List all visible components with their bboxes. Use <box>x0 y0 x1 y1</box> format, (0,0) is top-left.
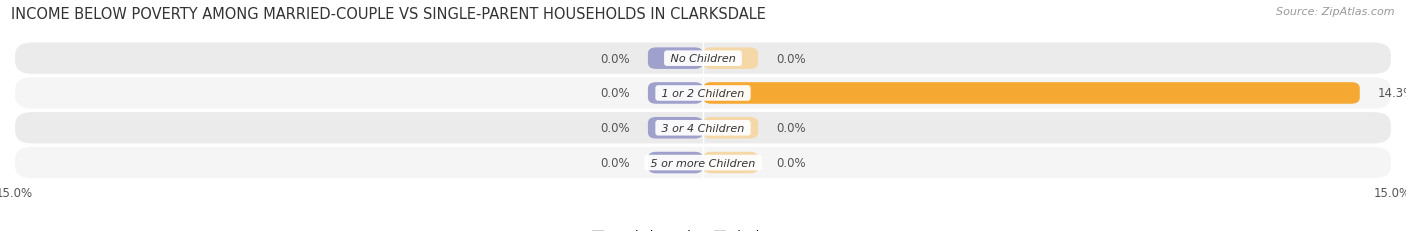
Text: Source: ZipAtlas.com: Source: ZipAtlas.com <box>1277 7 1395 17</box>
Text: 5 or more Children: 5 or more Children <box>647 158 759 168</box>
FancyBboxPatch shape <box>14 112 1392 145</box>
Text: 0.0%: 0.0% <box>600 52 630 65</box>
FancyBboxPatch shape <box>648 48 703 70</box>
FancyBboxPatch shape <box>648 118 703 139</box>
Text: 0.0%: 0.0% <box>776 122 806 135</box>
Text: 0.0%: 0.0% <box>600 156 630 169</box>
FancyBboxPatch shape <box>703 152 758 174</box>
Text: 3 or 4 Children: 3 or 4 Children <box>658 123 748 133</box>
Text: No Children: No Children <box>666 54 740 64</box>
Text: 14.3%: 14.3% <box>1378 87 1406 100</box>
Text: INCOME BELOW POVERTY AMONG MARRIED-COUPLE VS SINGLE-PARENT HOUSEHOLDS IN CLARKSD: INCOME BELOW POVERTY AMONG MARRIED-COUPL… <box>11 7 766 22</box>
FancyBboxPatch shape <box>648 83 703 104</box>
FancyBboxPatch shape <box>14 146 1392 179</box>
Text: 0.0%: 0.0% <box>600 122 630 135</box>
Text: 0.0%: 0.0% <box>776 52 806 65</box>
FancyBboxPatch shape <box>14 77 1392 110</box>
Legend: Married Couples, Single Parents: Married Couples, Single Parents <box>586 224 820 231</box>
Text: 1 or 2 Children: 1 or 2 Children <box>658 88 748 99</box>
FancyBboxPatch shape <box>703 118 758 139</box>
Text: 0.0%: 0.0% <box>600 87 630 100</box>
FancyBboxPatch shape <box>703 48 758 70</box>
Text: 0.0%: 0.0% <box>776 156 806 169</box>
FancyBboxPatch shape <box>648 152 703 174</box>
FancyBboxPatch shape <box>14 42 1392 76</box>
FancyBboxPatch shape <box>703 83 1360 104</box>
